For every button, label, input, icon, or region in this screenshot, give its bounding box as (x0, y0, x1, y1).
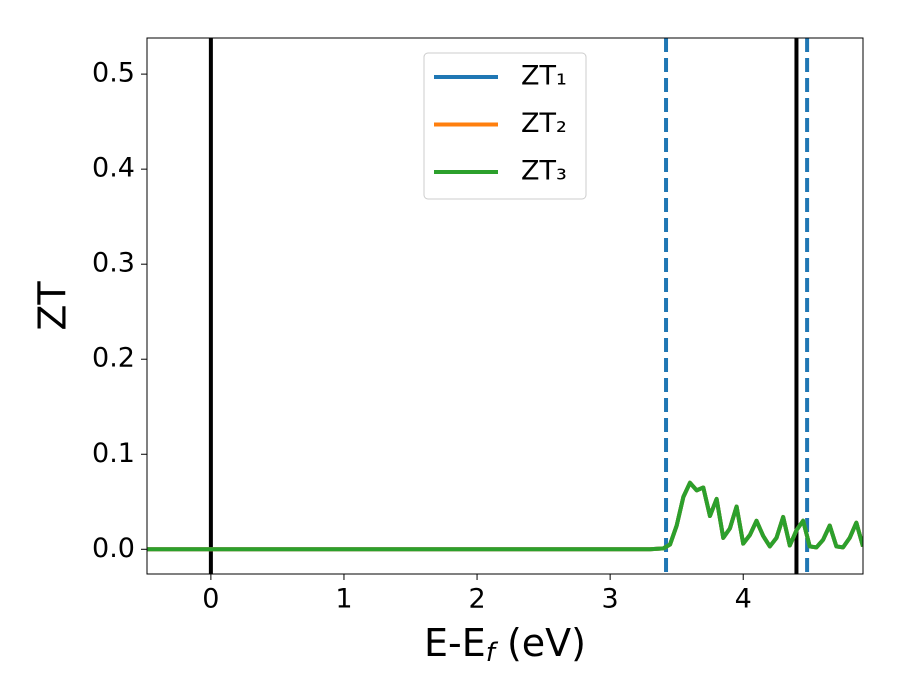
x-tick-label: 4 (735, 584, 752, 615)
series-line (147, 480, 863, 552)
y-tick-label: 0.3 (92, 248, 135, 279)
y-tick-label: 0.1 (92, 438, 135, 469)
x-label-part: E-E (424, 621, 486, 665)
series-line (147, 480, 863, 552)
x-axis-label: E-Ef (eV) (424, 621, 586, 668)
legend-label: ZT₁ (521, 61, 567, 92)
series-line (147, 480, 863, 552)
plot-frame (146, 37, 864, 575)
x-tick-label: 2 (468, 584, 485, 615)
x-label-part: (eV) (495, 621, 586, 665)
x-tick-label: 0 (202, 584, 219, 615)
y-tick-label: 0.4 (92, 153, 135, 184)
y-axis-label: ZT (31, 281, 75, 331)
legend-label: ZT₃ (521, 156, 567, 187)
y-tick-label: 0.0 (92, 533, 135, 564)
y-tick-label: 0.5 (92, 58, 135, 89)
x-tick-label: 3 (602, 584, 619, 615)
legend-box (423, 52, 587, 200)
y-tick-label: 0.2 (92, 343, 135, 374)
x-tick-label: 1 (335, 584, 352, 615)
legend-label: ZT₂ (521, 108, 567, 139)
